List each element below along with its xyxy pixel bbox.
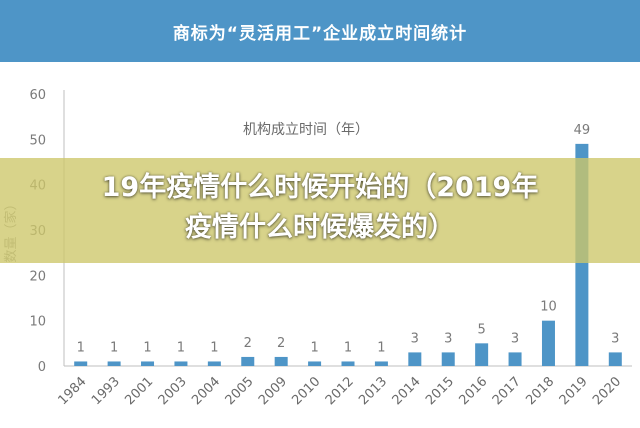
x-tick-label-2015: 2015 [423,374,457,408]
x-tick-label-2001: 2001 [122,374,156,408]
caption-line-2: 疫情什么时候爆发的） [185,212,455,243]
x-tick-label-2020: 2020 [590,374,624,408]
bar-1993 [107,361,121,366]
value-label-2001: 1 [143,340,151,355]
bar-2018 [541,320,555,366]
x-tick-label-2010: 2010 [289,374,323,408]
x-tick-label-2012: 2012 [323,374,357,408]
bar-2015 [441,352,455,366]
caption-overlay-band [0,158,640,263]
value-label-2020: 3 [611,331,619,346]
x-tick-label-2013: 2013 [356,374,390,408]
x-tick-label-2016: 2016 [456,374,490,408]
bar-2014 [408,352,422,366]
bar-2009 [274,356,288,366]
x-tick-label-2005: 2005 [223,374,257,408]
y-tick-label: 50 [29,133,46,148]
value-label-1984: 1 [77,340,85,355]
value-label-2009: 2 [277,336,285,351]
x-tick-label-1984: 1984 [56,374,90,408]
value-label-2019: 49 [574,123,591,138]
bar-2004 [207,361,221,366]
value-label-2015: 3 [444,331,452,346]
bar-2003 [174,361,188,366]
bar-2005 [241,356,255,366]
legend-label: 机构成立时间（年） [243,122,369,138]
bar-2010 [308,361,322,366]
bar-2017 [508,352,522,366]
x-tick-label-1993: 1993 [89,374,123,408]
x-tick-label-2019: 2019 [557,374,591,408]
value-label-2017: 3 [511,331,519,346]
x-tick-label-2004: 2004 [189,374,223,408]
x-tick-label-2014: 2014 [390,374,424,408]
bar-2013 [374,361,388,366]
bar-2001 [141,361,155,366]
bar-2020 [608,352,622,366]
y-tick-label: 20 [29,269,46,284]
value-label-2003: 1 [177,340,185,355]
y-tick-label: 0 [38,360,46,375]
y-tick-label: 10 [29,315,46,330]
value-label-2014: 3 [411,331,419,346]
y-tick-label: 60 [29,88,46,103]
value-label-2018: 10 [540,300,557,315]
chart-title: 商标为“灵活用工”企业成立时间统计 [172,23,468,44]
caption-overlay-text: 19年疫情什么时候开始的（2019年 疫情什么时候爆发的） [20,168,620,248]
value-label-2010: 1 [310,340,318,355]
value-label-2012: 1 [344,340,352,355]
value-label-2013: 1 [377,340,385,355]
caption-line-1: 19年疫情什么时候开始的（2019年 [101,172,539,203]
bar-2012 [341,361,355,366]
x-tick-label-2003: 2003 [156,374,190,408]
x-tick-label-2018: 2018 [523,374,557,408]
value-label-2004: 1 [210,340,218,355]
x-tick-label-2017: 2017 [490,374,524,408]
bar-2016 [475,343,489,366]
chart-title-bar: 商标为“灵活用工”企业成立时间统计 [0,0,640,62]
bar-1984 [74,361,88,366]
value-label-2005: 2 [244,336,252,351]
value-label-1993: 1 [110,340,118,355]
x-tick-label-2009: 2009 [256,374,290,408]
value-label-2016: 5 [478,322,486,337]
